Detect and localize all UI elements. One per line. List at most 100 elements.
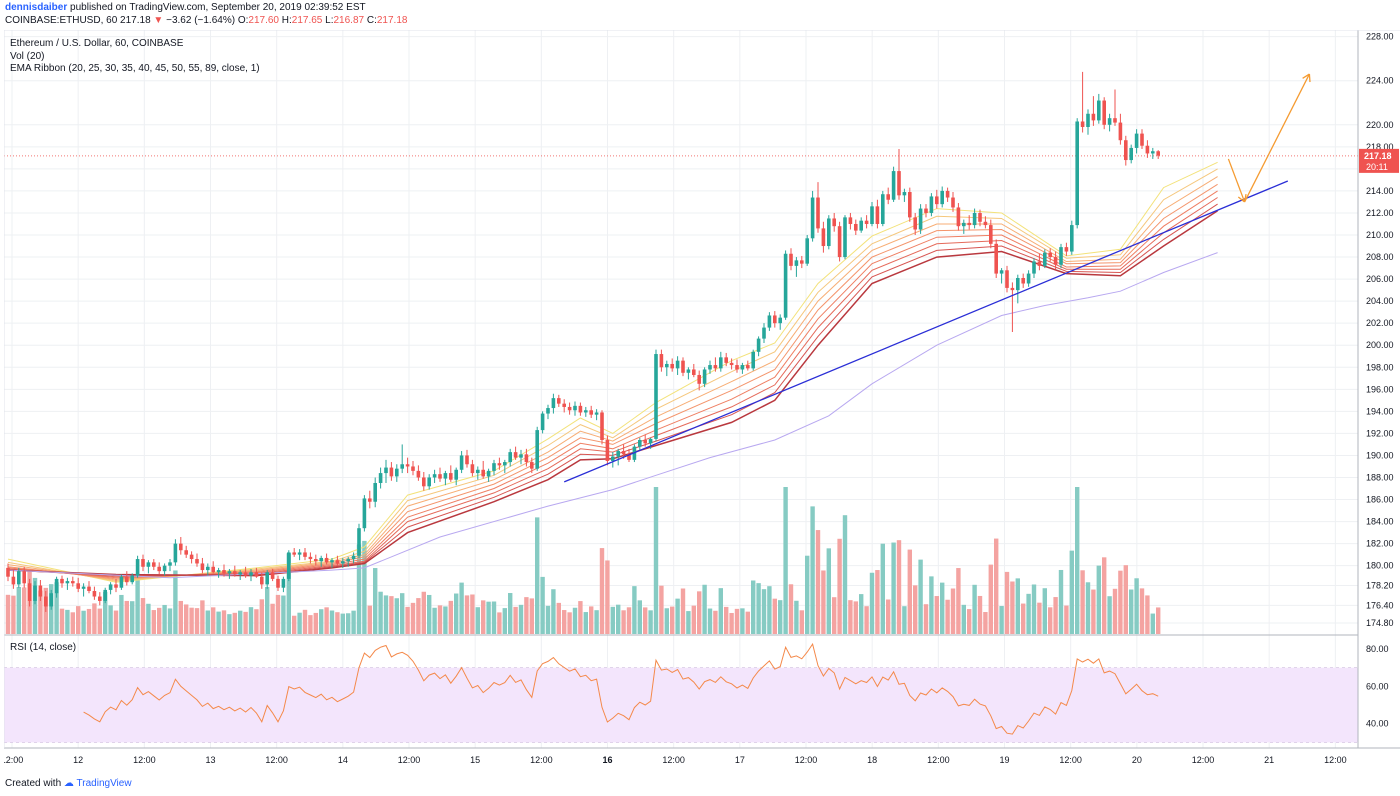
volume-bar [232,612,237,634]
time-tick-label: 19 [1000,755,1010,765]
volume-bar [459,582,464,634]
volume-bar [540,576,545,634]
candle-body [978,212,982,222]
price-tag-value: 217.18 [1364,151,1392,161]
volume-bar [1058,569,1064,634]
candle-body [103,589,107,601]
candle-body [616,451,620,457]
candle-body [751,351,755,369]
volume-bar [1048,607,1053,634]
candle-body [1140,133,1144,146]
candle-body [600,412,604,441]
candle-body [740,365,745,370]
time-tick-label: 15 [470,755,480,765]
rsi-tick-label: 60.00 [1366,681,1389,691]
volume-bar [923,604,929,634]
volume-bar [356,544,362,634]
volume-bar [259,599,264,634]
candle-body [670,363,674,369]
candle-body [1005,270,1009,288]
volume-legend[interactable]: Vol (20) [10,51,45,62]
candle-body [346,559,350,562]
candle-body [778,317,782,324]
volume-bar [680,588,686,634]
candle-body [524,454,529,463]
candle-body [1107,118,1112,125]
publisher-link[interactable]: dennisdaiber [5,2,68,13]
low-value: 216.87 [333,15,365,26]
volume-bar [605,560,610,634]
ema-line [7,252,1218,579]
arrow-down [1227,158,1246,203]
candle-body [762,327,766,339]
candle-body [92,591,97,597]
candle-body [551,398,556,409]
candle-body [303,552,307,557]
candle-body [130,575,134,583]
axes[interactable]: 174.80 176.40 178.20 180.00 182.00 184.00 186.… [4,30,1400,765]
candle-body [983,221,988,226]
volume-bar [713,610,718,634]
rsi-legend[interactable]: RSI (14, close) [10,642,77,653]
volume-bar [616,604,621,634]
volume-bar [400,593,405,634]
drawings[interactable] [563,73,1311,483]
tradingview-link[interactable]: TradingView [76,778,132,789]
tradingview-logo-icon[interactable]: ☁ [63,778,74,789]
candle-body [735,365,739,370]
volume-bar [1150,613,1155,634]
volume-bar [189,607,194,634]
volume-bar [265,587,270,634]
candle-body [438,474,442,479]
volume-bar [805,555,810,634]
time-tick-label: 21 [1264,755,1274,765]
volume-bar [86,608,92,634]
candle-body [621,451,626,455]
candle-body [330,560,334,563]
rsi-band [4,667,1358,743]
volume-bar [659,585,664,634]
ema-ribbon-legend[interactable]: EMA Ribbon (20, 25, 30, 35, 40, 45, 50, … [10,63,260,74]
volume-bar [464,595,470,634]
candle-body [459,455,464,470]
candle-body [783,253,788,318]
arrow-up [1244,73,1310,203]
candle-body [638,440,642,447]
candle-body [1070,225,1074,252]
candle-body [665,363,669,368]
price-tick-label: 196.00 [1366,384,1394,394]
rsi-tick-label: 80.00 [1366,644,1389,654]
candle-body [33,585,37,601]
volume-bar [718,588,723,634]
volume-bar [443,606,448,634]
volume-bar [594,610,599,634]
candle-body [999,270,1004,274]
footer: Created with ☁ TradingView [5,778,132,789]
low-label: L: [325,15,334,26]
publish-line: dennisdaiber published on TradingView.co… [5,2,366,14]
candle-body [481,469,485,477]
volume-bar [227,614,232,634]
candle-body [697,374,701,384]
volume-bar [783,487,788,634]
volume-bar [491,601,497,634]
candle-body [1021,277,1025,284]
candle-body [454,469,458,480]
candle-body [98,596,102,601]
time-tick-label: 18 [867,755,877,765]
volume-bar [961,604,966,634]
volume-bar [1053,597,1058,634]
candle-body [681,360,685,373]
price-tick-label: 208.00 [1366,252,1394,262]
volume-bar [535,517,540,634]
candle-body [816,197,820,229]
volume-bar [497,612,502,634]
volume-bar [238,610,243,634]
price-chart[interactable]: 174.80 176.40 178.20 180.00 182.00 184.00 186.… [4,30,1400,772]
volume-bar [135,578,140,634]
candle-body [114,584,118,588]
volume-bar [988,564,993,634]
candle-body [692,369,696,375]
candle-body [627,454,631,460]
volume-bar [902,606,907,634]
